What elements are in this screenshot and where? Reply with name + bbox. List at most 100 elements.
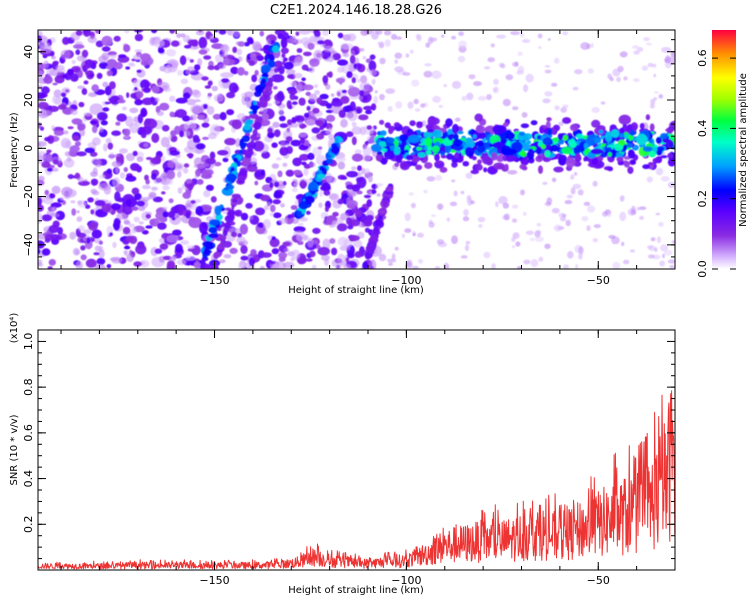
heatmap-cell: [592, 238, 598, 243]
heatmap-cell: [308, 181, 318, 191]
heatmap-cell: [175, 97, 188, 104]
heatmap-cell: [103, 143, 108, 152]
heatmap-cell: [408, 192, 414, 196]
snr-yscale-label: (x10⁴): [9, 313, 20, 344]
heatmap-cell: [67, 126, 74, 130]
heatmap-cell: [650, 237, 656, 242]
heatmap-cell: [349, 55, 356, 64]
heatmap-cell: [162, 185, 170, 191]
heatmap-cell: [393, 146, 401, 155]
heatmap-cell: [518, 131, 526, 136]
heatmap-cell: [607, 152, 612, 157]
heatmap-cell: [642, 146, 653, 152]
heatmap-cell: [141, 184, 151, 190]
heatmap-cell: [196, 179, 204, 185]
heatmap-cell: [523, 259, 531, 265]
heatmap-cell: [157, 222, 167, 230]
heatmap-cell: [227, 209, 235, 217]
heatmap-cell: [278, 256, 286, 262]
heatmap-cell: [38, 248, 41, 255]
heatmap-cell: [309, 250, 316, 258]
heatmap-cell: [540, 144, 546, 150]
heatmap-cell: [219, 259, 226, 264]
heatmap-cell: [484, 143, 490, 149]
heatmap-cell: [141, 230, 149, 235]
heatmap-cell: [581, 216, 589, 222]
heatmap-cell: [138, 221, 144, 225]
heatmap-cell: [252, 121, 262, 130]
heatmap-cell: [208, 132, 217, 140]
heatmap-cell: [305, 91, 311, 96]
heatmap-cell: [78, 123, 86, 131]
heatmap-cell: [195, 143, 206, 150]
heatmap-cell: [359, 81, 371, 92]
heatmap-cell: [195, 30, 205, 36]
heatmap-cell: [466, 92, 474, 101]
heatmap-cell: [369, 54, 376, 60]
heatmap-cell: [209, 219, 220, 226]
heatmap-cell: [88, 92, 98, 98]
heatmap-cell: [287, 119, 293, 126]
heatmap-cell: [169, 257, 177, 262]
heatmap-cell: [337, 32, 344, 39]
heatmap-cell: [296, 210, 303, 218]
heatmap-cell: [225, 173, 237, 183]
heatmap-cell: [71, 59, 76, 65]
heatmap-cell: [125, 66, 131, 70]
heatmap-cell: [654, 247, 658, 253]
heatmap-cell: [504, 163, 509, 169]
heatmap-cell: [98, 61, 109, 70]
heatmap-cell: [123, 167, 128, 173]
heatmap-cell: [261, 73, 269, 78]
heatmap-cell: [319, 125, 324, 131]
heatmap-cell: [317, 246, 331, 256]
heatmap-cell: [468, 74, 476, 80]
heatmap-cell: [51, 206, 57, 212]
heatmap-cell: [259, 194, 271, 202]
heatmap-cell: [375, 154, 382, 162]
heatmap-cell: [647, 62, 654, 68]
heatmap-cell: [373, 249, 379, 254]
heatmap-cell: [612, 68, 621, 77]
heatmap-cell: [38, 42, 51, 49]
heatmap-cell: [465, 172, 473, 179]
heatmap-cell: [575, 264, 579, 269]
heatmap-cell: [102, 107, 110, 112]
heatmap-cell: [542, 181, 548, 185]
heatmap-cell: [65, 140, 72, 149]
heatmap-cell: [538, 256, 544, 262]
heatmap-cell: [271, 142, 278, 148]
heatmap-cell: [619, 211, 627, 222]
heatmap-cell: [478, 96, 487, 101]
heatmap-cell: [51, 125, 56, 131]
heatmap-cell: [651, 63, 657, 68]
heatmap-cell: [205, 158, 216, 165]
heatmap-cell: [454, 153, 460, 159]
heatmap-cell: [283, 247, 290, 252]
heatmap-cell: [600, 101, 606, 105]
heatmap-cell: [646, 42, 652, 46]
heatmap-cell: [561, 146, 573, 155]
heatmap-cell: [627, 166, 634, 174]
heatmap-cell: [491, 152, 498, 161]
heatmap-cell: [425, 150, 432, 155]
heatmap-cell: [122, 226, 131, 235]
heatmap-cell: [91, 84, 99, 92]
heatmap-cell: [60, 92, 67, 98]
heatmap-cell: [271, 248, 280, 255]
heatmap-cell: [652, 157, 660, 164]
heatmap-cell: [70, 200, 76, 204]
heatmap-cell: [136, 200, 145, 207]
heatmap-cell: [291, 249, 301, 260]
heatmap-cell: [55, 64, 65, 71]
heatmap-cell: [637, 47, 644, 52]
heatmap-cell: [239, 168, 248, 176]
heatmap-cell: [325, 176, 337, 184]
heatmap-cell: [639, 215, 644, 220]
heatmap-cell: [124, 30, 130, 34]
heatmap-cell: [427, 145, 433, 151]
heatmap-cell: [449, 201, 458, 207]
heatmap-cell: [434, 266, 441, 269]
heatmap-cell: [656, 236, 662, 244]
heatmap-cell: [303, 112, 310, 118]
